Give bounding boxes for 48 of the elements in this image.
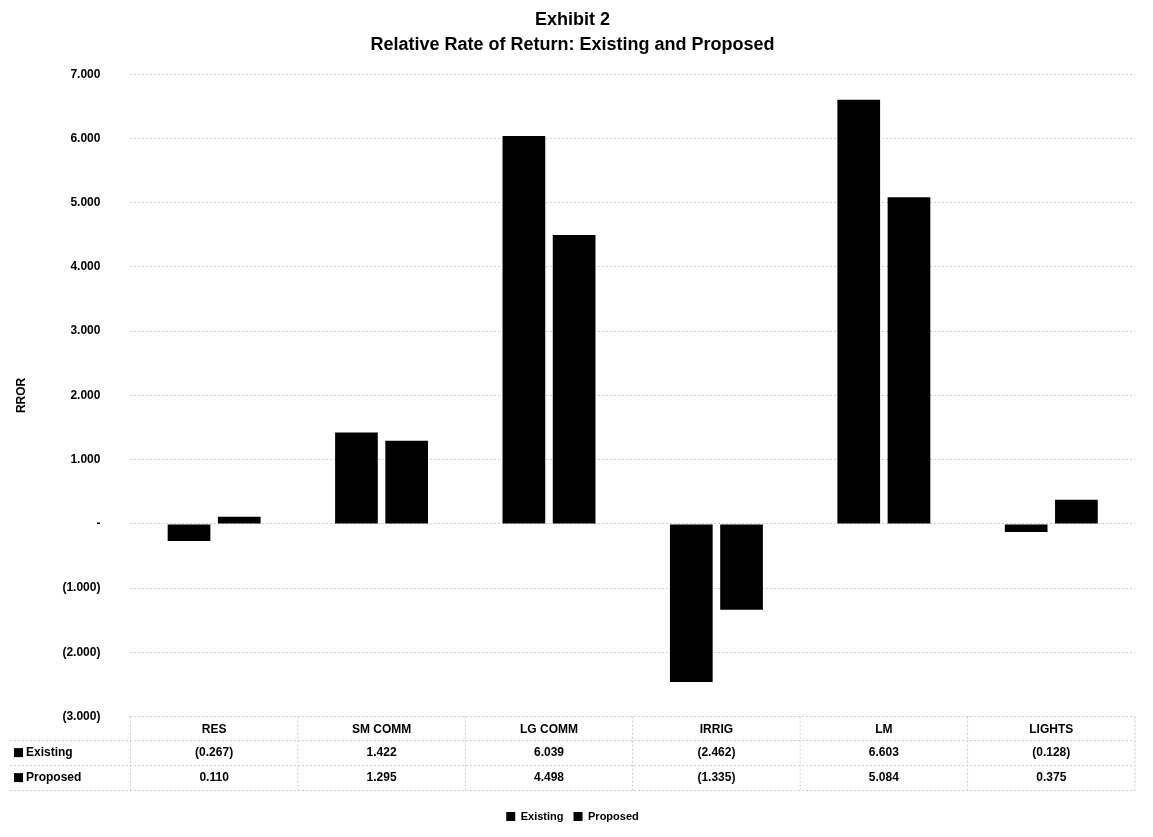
bar xyxy=(552,234,596,524)
bar xyxy=(837,99,881,524)
x-tick-label: LIGHTS xyxy=(1029,722,1074,737)
y-tick-label: 4.000 xyxy=(70,259,101,274)
y-tick-label: 7.000 xyxy=(70,66,101,81)
y-tick-label: (1.000) xyxy=(62,580,101,595)
data-label: (0.128) xyxy=(1032,745,1071,760)
data-label: (0.267) xyxy=(195,745,234,760)
text: Existing xyxy=(520,809,564,822)
bar xyxy=(669,524,713,683)
y-tick-label: 1.000 xyxy=(70,451,101,466)
y-tick-label: 3.000 xyxy=(70,323,101,338)
bar xyxy=(167,524,211,542)
bar xyxy=(1055,499,1098,524)
y-tick-label: (2.000) xyxy=(62,644,101,659)
y-tick-label: 2.000 xyxy=(70,387,101,402)
x-tick-label: LM xyxy=(875,722,893,737)
data-label: 6.039 xyxy=(533,745,565,760)
x-tick-label: RES xyxy=(201,722,227,737)
data-label: 0.375 xyxy=(1036,770,1067,785)
data-label: 0.110 xyxy=(199,770,230,785)
x-tick-label: SM COMM xyxy=(351,722,412,737)
chart-title: Exhibit 2 xyxy=(534,8,611,29)
x-tick-label: LG COMM xyxy=(520,722,578,737)
text: Proposed xyxy=(26,770,82,785)
y-tick-label: 6.000 xyxy=(70,130,101,145)
data-label: 6.603 xyxy=(868,745,900,760)
bar xyxy=(1004,524,1048,533)
bar xyxy=(217,516,261,524)
legend-label: Existing xyxy=(26,745,73,760)
legend-label: Proposed xyxy=(588,809,639,822)
data-label: 1.422 xyxy=(366,745,397,760)
bar xyxy=(887,197,931,524)
bar xyxy=(720,524,763,610)
y-axis-title: RROR xyxy=(13,377,28,414)
bar xyxy=(502,135,546,524)
data-label: (2.462) xyxy=(697,745,736,760)
y-tick-label: (3.000) xyxy=(62,708,101,723)
y-tick-label: 5.000 xyxy=(70,194,101,209)
data-label: 4.498 xyxy=(533,770,565,785)
data-label: 5.084 xyxy=(868,770,900,785)
bar xyxy=(385,440,429,524)
data-label: (1.335) xyxy=(697,770,736,785)
data-label: 1.295 xyxy=(366,770,397,785)
y-tick-label: - xyxy=(96,516,101,531)
chart-subtitle: Relative Rate of Return: Existing and Proposed xyxy=(370,34,775,55)
bar xyxy=(335,432,378,524)
x-tick-label: IRRIG xyxy=(699,722,734,737)
